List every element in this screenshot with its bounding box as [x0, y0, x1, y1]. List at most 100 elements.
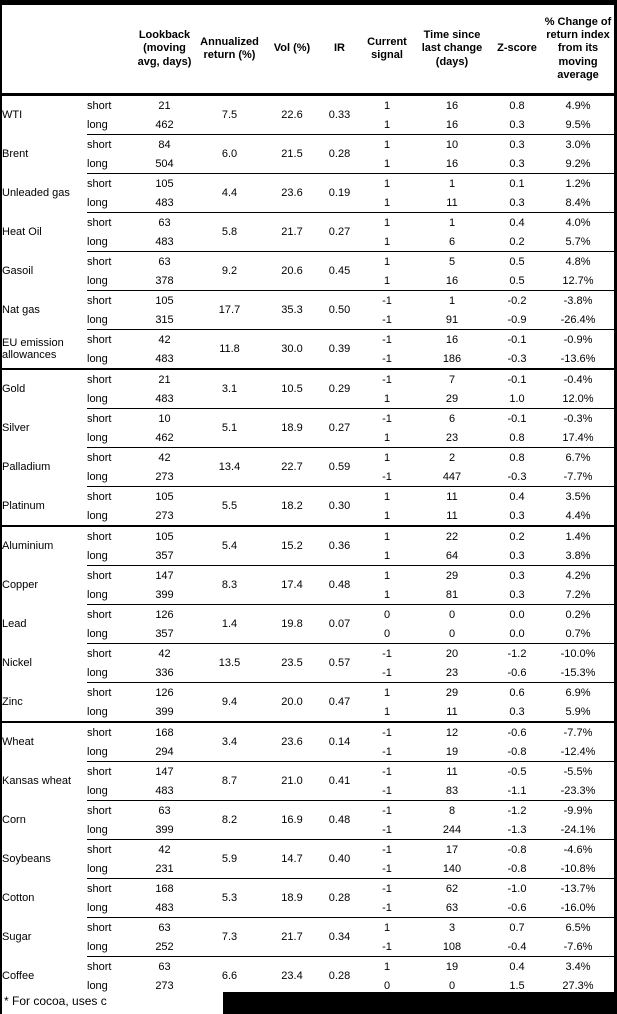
horizon-cell: short: [87, 408, 137, 428]
commodity-name-cell: Wheat: [2, 721, 87, 762]
z-score-cell: 0.3: [492, 134, 542, 154]
horizon-cell: short: [87, 251, 137, 271]
horizon-cell: long: [87, 901, 108, 914]
days-since-change-cell: 108: [442, 940, 462, 953]
pct-change-cell: -7.7%: [542, 721, 614, 742]
lookback-cell: 483: [155, 784, 174, 797]
days-since-change-cell: 23: [445, 431, 459, 444]
z-score-cell: 0.3: [509, 588, 525, 601]
commodity-name-cell: Cotton: [2, 892, 35, 904]
signal-cell: -1: [362, 878, 412, 898]
vol-cell: 21.7: [267, 917, 317, 957]
commodity-name-cell: Nat gas: [2, 304, 40, 316]
signal-cell: 0: [362, 604, 412, 624]
table-row: long 273 1 11 0.3 4.4%: [2, 506, 614, 526]
signal-cell: -1: [382, 352, 392, 365]
table-row: Gasoil short 63 9.2 20.6 0.45 1 5 0.5 4.8%: [2, 251, 614, 291]
ir-cell: 0.07: [317, 604, 362, 644]
annualized-return-cell: 1.4: [192, 604, 267, 644]
horizon-cell: short: [87, 99, 112, 112]
vol-cell: 20.6: [267, 251, 317, 291]
days-since-change-cell: 17: [412, 839, 492, 859]
horizon-cell: short: [87, 368, 137, 389]
vol-cell: 23.6: [267, 173, 317, 213]
lookback-cell: 42: [137, 329, 192, 349]
ir-cell: 0.34: [317, 917, 362, 957]
lookback-cell: 483: [155, 196, 174, 209]
ir-cell: 0.50: [317, 290, 362, 330]
table-row: long 483 1 11 0.3 8.4%: [2, 193, 614, 213]
lookback-cell: 63: [137, 800, 192, 820]
pct-change-cell: 1.2%: [542, 173, 614, 193]
horizon-cell: long: [87, 940, 108, 953]
lookback-cell: 21: [137, 368, 192, 389]
vol-cell: 22.7: [267, 447, 317, 487]
horizon-cell: long: [87, 784, 108, 797]
z-score-cell: 0.3: [509, 118, 525, 131]
ir-cell: 0.36: [317, 525, 362, 566]
pct-change-cell: 6.7%: [542, 447, 614, 467]
commodity-name-cell: Silver: [2, 422, 30, 434]
z-score-cell: -0.3: [507, 352, 527, 365]
ir-cell: 0.14: [317, 721, 362, 762]
days-since-change-cell: 19: [412, 956, 492, 976]
signal-cell: 1: [383, 99, 391, 112]
commodity-name-cell: Soybeans: [2, 853, 51, 865]
signal-cell: 1: [383, 157, 391, 170]
z-score-cell: 0.0: [509, 627, 525, 640]
table-row: long 231 -1 140 -0.8 -10.8%: [2, 859, 614, 879]
table-row: long 273 -1 447 -0.3 -7.7%: [2, 467, 614, 487]
horizon-cell: long: [87, 979, 108, 992]
z-score-cell: -0.1: [492, 329, 542, 349]
signal-cell: 1: [383, 588, 391, 601]
vol-cell: 18.9: [267, 408, 317, 448]
annualized-return-cell: 5.4: [192, 525, 267, 566]
z-score-cell: -1.3: [507, 823, 527, 836]
z-score-cell: 1.0: [509, 392, 525, 405]
days-since-change-cell: 11: [412, 761, 492, 781]
days-since-change-cell: 0: [412, 604, 492, 624]
z-score-cell: -0.8: [507, 862, 527, 875]
annualized-return-cell: 5.3: [192, 878, 267, 918]
table-row: long 399 1 81 0.3 7.2%: [2, 585, 614, 605]
lookback-cell: 357: [155, 549, 174, 562]
days-since-change-cell: 6: [448, 235, 456, 248]
pct-change-cell: 6.9%: [542, 682, 614, 702]
signal-cell: 1: [362, 525, 412, 546]
ir-cell: 0.19: [317, 173, 362, 213]
ir-cell: 0.27: [317, 408, 362, 448]
horizon-cell: short: [87, 878, 137, 898]
signal-cell: -1: [382, 666, 392, 679]
column-header-ann_return: Annualized return (%): [192, 5, 267, 96]
annualized-return-cell: 3.1: [192, 368, 267, 409]
horizon-cell: short: [87, 643, 137, 663]
z-score-cell: 0.8: [492, 447, 542, 467]
days-since-change-cell: 16: [412, 329, 492, 349]
commodity-name-cell: Gold: [2, 368, 87, 409]
z-score-cell: -1.2: [492, 800, 542, 820]
pct-change-cell: -0.4%: [542, 368, 614, 389]
table-row: long 336 -1 23 -0.6 -15.3%: [2, 663, 614, 683]
horizon-cell: short: [87, 212, 137, 232]
vol-cell: 23.6: [267, 721, 317, 762]
days-since-change-cell: 16: [445, 157, 459, 170]
days-since-change-cell: 244: [442, 823, 462, 836]
table-row: EU emission allowances short 42 11.8 30.0 0.3…: [2, 329, 614, 369]
days-since-change-cell: 1: [412, 290, 492, 310]
days-since-change-cell: 140: [442, 862, 462, 875]
days-since-change-cell: 91: [445, 313, 459, 326]
vol-cell: 30.0: [267, 329, 317, 369]
horizon-cell: short: [87, 134, 137, 154]
lookback-cell: 126: [137, 682, 192, 702]
z-score-cell: -0.2: [492, 290, 542, 310]
lookback-cell: 126: [137, 604, 192, 624]
pct-change-cell: -0.9%: [542, 329, 614, 349]
days-since-change-cell: 8: [412, 800, 492, 820]
days-since-change-cell: 81: [445, 588, 459, 601]
days-since-change-cell: 29: [412, 682, 492, 702]
lookback-cell: 21: [158, 99, 171, 112]
lookback-cell: 147: [137, 761, 192, 781]
table-row: long 483 -1 83 -1.1 -23.3%: [2, 781, 614, 801]
pct-change-cell: 4.4%: [565, 509, 591, 522]
